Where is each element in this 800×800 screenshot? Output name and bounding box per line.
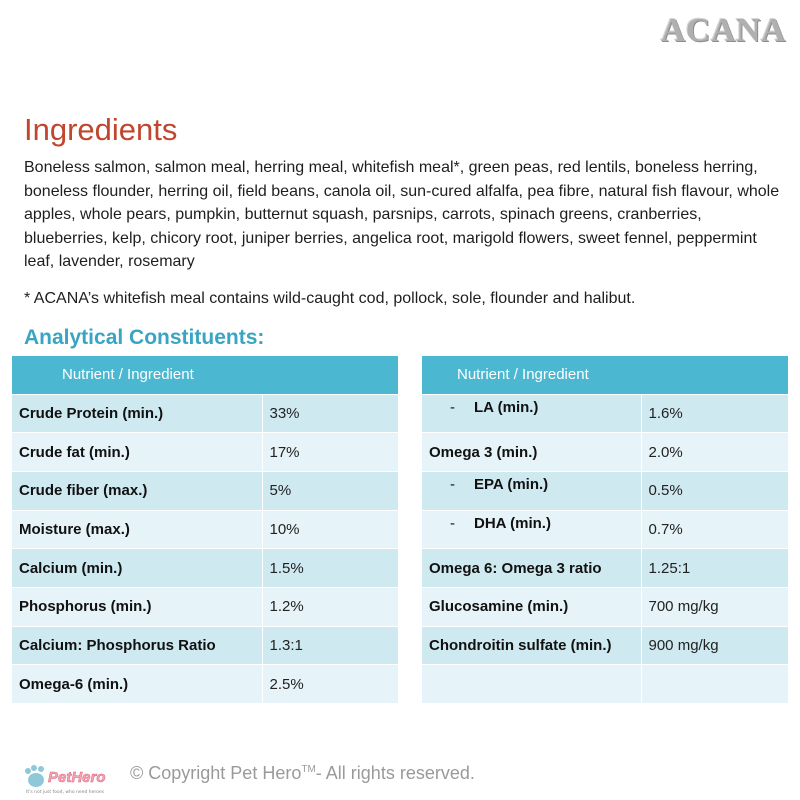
nutrient-value: 1.6% bbox=[640, 394, 788, 434]
nutrient-name: Omega 3 (min.) bbox=[422, 432, 641, 472]
table-row: Crude fiber (max.) 5% bbox=[12, 471, 398, 511]
sub-item-dash: - bbox=[450, 514, 455, 532]
nutrient-name: Calcium (min.) bbox=[12, 548, 262, 588]
table-row: Chondroitin sulfate (min.) 900 mg/kg bbox=[422, 626, 788, 666]
table-header-row: Nutrient / Ingredient bbox=[422, 356, 788, 395]
nutrient-name: Omega-6 (min.) bbox=[12, 664, 262, 704]
nutrient-name bbox=[422, 664, 641, 704]
nutrient-name-text: LA (min.) bbox=[474, 398, 539, 416]
nutrient-value: 1.5% bbox=[261, 548, 398, 588]
sub-item-dash: - bbox=[450, 475, 455, 493]
trademark-mark: TM bbox=[301, 764, 316, 775]
acana-logo: ACANA bbox=[660, 12, 786, 49]
nutrient-name-text: EPA (min.) bbox=[474, 475, 549, 493]
nutrient-value: 33% bbox=[261, 394, 398, 434]
nutrient-value: 2.0% bbox=[640, 432, 788, 472]
table-header-nutrient: Nutrient / Ingredient bbox=[12, 356, 398, 395]
whitefish-meal-note: * ACANA’s whitefish meal contains wild-c… bbox=[24, 290, 636, 307]
ingredients-heading: Ingredients bbox=[24, 112, 178, 147]
nutrient-value: 1.25:1 bbox=[640, 548, 788, 588]
table-row: - DHA (min.) 0.7% bbox=[422, 510, 788, 550]
table-row: Omega 3 (min.) 2.0% bbox=[422, 432, 788, 472]
nutrient-value: 2.5% bbox=[261, 664, 398, 704]
copyright-prefix: © Copyright Pet Hero bbox=[130, 763, 302, 783]
nutrient-value: 900 mg/kg bbox=[640, 626, 788, 666]
nutrient-value: 0.7% bbox=[640, 510, 788, 550]
nutrient-name: Calcium: Phosphorus Ratio bbox=[12, 626, 262, 666]
nutrient-name-text: DHA (min.) bbox=[474, 514, 551, 532]
analytical-constituents-heading: Analytical Constituents: bbox=[24, 326, 265, 349]
nutrient-table-right: Nutrient / Ingredient - LA (min.) 1.6% Om… bbox=[422, 356, 788, 704]
copyright-suffix: - All rights reserved. bbox=[315, 763, 475, 783]
table-row: - EPA (min.) 0.5% bbox=[422, 471, 788, 511]
nutrient-value: 1.3:1 bbox=[261, 626, 398, 666]
nutrient-name: - LA (min.) bbox=[422, 394, 641, 434]
table-row: Phosphorus (min.) 1.2% bbox=[12, 587, 398, 627]
copyright-notice: © Copyright Pet HeroTM- All rights reser… bbox=[130, 763, 475, 784]
nutrient-value: 17% bbox=[261, 432, 398, 472]
table-row: Crude Protein (min.) 33% bbox=[12, 394, 398, 434]
table-row: Calcium (min.) 1.5% bbox=[12, 548, 398, 588]
table-row: Moisture (max.) 10% bbox=[12, 510, 398, 550]
nutrient-value: 700 mg/kg bbox=[640, 587, 788, 627]
pet-hero-tagline: It's not just food, who need heroes bbox=[26, 790, 104, 795]
nutrient-name: - EPA (min.) bbox=[422, 471, 641, 511]
table-row: Glucosamine (min.) 700 mg/kg bbox=[422, 587, 788, 627]
nutrient-name: Crude fat (min.) bbox=[12, 432, 262, 472]
nutrient-name: Omega 6: Omega 3 ratio bbox=[422, 548, 641, 588]
nutrient-value bbox=[640, 664, 788, 704]
table-row: Omega 6: Omega 3 ratio 1.25:1 bbox=[422, 548, 788, 588]
sub-item-dash: - bbox=[450, 398, 455, 416]
nutrient-name: Crude Protein (min.) bbox=[12, 394, 262, 434]
table-row: Calcium: Phosphorus Ratio 1.3:1 bbox=[12, 626, 398, 666]
nutrient-name: Crude fiber (max.) bbox=[12, 471, 262, 511]
table-header-nutrient: Nutrient / Ingredient bbox=[422, 356, 788, 395]
table-row: - LA (min.) 1.6% bbox=[422, 394, 788, 434]
nutrient-value: 10% bbox=[261, 510, 398, 550]
nutrient-name: - DHA (min.) bbox=[422, 510, 641, 550]
table-row: Crude fat (min.) 17% bbox=[12, 432, 398, 472]
nutrient-name: Moisture (max.) bbox=[12, 510, 262, 550]
table-row bbox=[422, 664, 788, 704]
nutrient-name: Chondroitin sulfate (min.) bbox=[422, 626, 641, 666]
nutrient-value: 0.5% bbox=[640, 471, 788, 511]
paw-icon bbox=[25, 765, 44, 787]
pet-hero-logo-text: PetHero bbox=[48, 769, 106, 786]
table-row: Omega-6 (min.) 2.5% bbox=[12, 664, 398, 704]
ingredients-list-text: Boneless salmon, salmon meal, herring me… bbox=[24, 159, 780, 270]
nutrient-value: 5% bbox=[261, 471, 398, 511]
nutrient-table-left: Nutrient / Ingredient Crude Protein (min… bbox=[12, 356, 398, 704]
nutrient-name: Phosphorus (min.) bbox=[12, 587, 262, 627]
nutrient-name: Glucosamine (min.) bbox=[422, 587, 641, 627]
table-header-row: Nutrient / Ingredient bbox=[12, 356, 398, 395]
nutrient-value: 1.2% bbox=[261, 587, 398, 627]
pet-hero-logo: PetHero bbox=[25, 765, 106, 787]
